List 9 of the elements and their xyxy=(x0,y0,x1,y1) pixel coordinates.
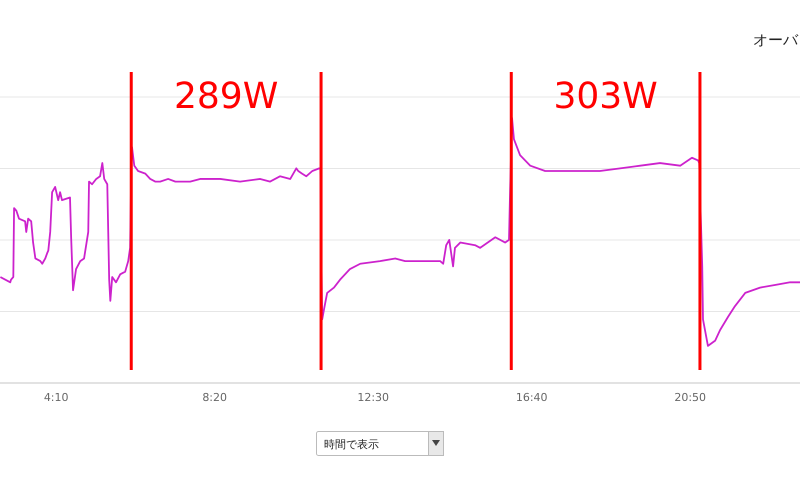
text: 時間で表示 xyxy=(324,438,379,451)
x-tick-label: 4:10 xyxy=(44,391,69,404)
x-tick-label: 20:50 xyxy=(674,391,706,404)
text: 303W xyxy=(553,76,658,117)
text: 289W xyxy=(174,76,278,117)
text: オーバ xyxy=(753,31,799,49)
x-tick-label: 8:20 xyxy=(202,391,228,404)
x-tick-label: 12:30 xyxy=(357,391,390,404)
x-tick-label: 16:40 xyxy=(516,391,548,404)
